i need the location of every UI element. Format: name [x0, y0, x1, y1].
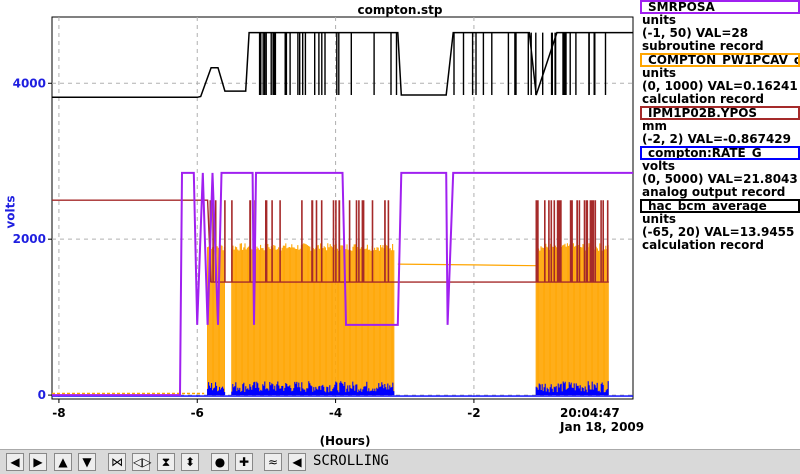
zoom-in-vertical-icon[interactable]: ⧗ [157, 453, 175, 471]
y-tick-label: 0 [38, 388, 46, 402]
legend-item[interactable]: IPM1P02B.YPOS mm (-2, 2) VAL=-0.867429 [640, 106, 800, 146]
scroll-icon[interactable]: ◀ [288, 453, 306, 471]
toolbar: ◀ ▶ ▲ ▼ ⋈ ◁▷ ⧗ ⬍ ● ✚ ≈ ◀ SCROLLING [0, 449, 800, 474]
legend-record-type: subroutine record [642, 39, 764, 53]
y-tick-label: 2000 [13, 232, 46, 246]
arrow-down-icon[interactable]: ▼ [78, 453, 96, 471]
legend-name[interactable]: hac_bcm_average [640, 199, 800, 213]
legend-name[interactable]: compton:RATE_G [640, 146, 800, 160]
x-tick-label: -4 [329, 406, 342, 420]
x-tick-label: -8 [52, 406, 65, 420]
legend-record-type: analog output record [642, 185, 786, 199]
legend-units: units [642, 66, 677, 80]
legend-item[interactable]: COMPTON_PW1PCAV_ca units (0, 1000) VAL=0… [640, 53, 800, 106]
legend-units: mm [642, 119, 668, 133]
add-icon[interactable]: ✚ [235, 453, 253, 471]
arrow-left-icon[interactable]: ◀ [6, 453, 24, 471]
autoscale-icon[interactable]: ≈ [264, 453, 282, 471]
timestamp-date: Jan 18, 2009 [560, 420, 645, 434]
record-icon[interactable]: ● [211, 453, 229, 471]
series-brown-line [52, 199, 609, 283]
legend-name[interactable]: IPM1P02B.YPOS [640, 106, 800, 120]
legend-name[interactable]: SMRPOSA [640, 0, 800, 14]
series-blue-bars [207, 381, 609, 396]
series-purple-line [52, 171, 633, 397]
zoom-out-horizontal-icon[interactable]: ◁▷ [132, 453, 152, 471]
legend: SMRPOSA units (-1, 50) VAL=28 subroutine… [640, 0, 800, 252]
plot-frame [51, 16, 634, 400]
x-tick-label: -2 [467, 406, 480, 420]
scroll-mode-label: SCROLLING [313, 453, 389, 469]
y-axis-label: volts [3, 195, 18, 229]
legend-record-type: calculation record [642, 238, 764, 252]
chart-title: compton.stp [357, 3, 443, 17]
x-tick-label: -6 [191, 406, 204, 420]
legend-name[interactable]: COMPTON_PW1PCAV_ca [640, 53, 800, 67]
timestamp-time: 20:04:47 [560, 406, 620, 420]
legend-units: units [642, 13, 677, 27]
arrow-right-icon[interactable]: ▶ [29, 453, 47, 471]
legend-record-type: calculation record [642, 92, 764, 106]
series-black-line [52, 31, 633, 99]
legend-range: (-1, 50) VAL=28 [642, 26, 749, 40]
legend-range: (-65, 20) VAL=13.9455 [642, 225, 795, 239]
y-tick-label: 4000 [13, 76, 46, 90]
series-black-spikes [258, 32, 607, 95]
legend-item[interactable]: SMRPOSA units (-1, 50) VAL=28 subroutine… [640, 0, 800, 53]
series-orange-quiet [397, 263, 537, 267]
legend-range: (0, 1000) VAL=0.16241 [642, 79, 798, 93]
legend-item[interactable]: hac_bcm_average units (-65, 20) VAL=13.9… [640, 199, 800, 252]
legend-item[interactable]: compton:RATE_G volts (0, 5000) VAL=21.80… [640, 146, 800, 199]
zoom-out-vertical-icon[interactable]: ⬍ [181, 453, 199, 471]
arrow-up-icon[interactable]: ▲ [54, 453, 72, 471]
zoom-in-horizontal-icon[interactable]: ⋈ [108, 453, 126, 471]
legend-range: (0, 5000) VAL=21.8043 [642, 172, 798, 186]
x-axis-label: (Hours) [319, 434, 371, 448]
legend-units: units [642, 212, 677, 226]
timestamp: 20:04:47 Jan 18, 2009 [560, 406, 650, 434]
legend-units: volts [642, 159, 676, 173]
legend-range: (-2, 2) VAL=-0.867429 [642, 132, 792, 146]
